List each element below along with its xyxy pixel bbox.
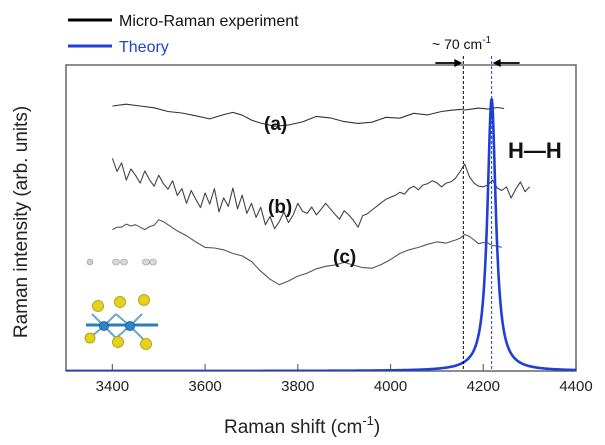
experiment-curve-c: [112, 219, 502, 286]
x-axis: 3400 3600 3800 4000 4200 4400: [96, 364, 593, 395]
shift-label-main: ~ 70 cm: [432, 36, 482, 52]
x-axis-title-main: Raman shift (cm: [224, 417, 362, 438]
legend-label-experiment: Micro-Raman experiment: [119, 13, 299, 30]
molecule-illustration: [84, 258, 158, 350]
curve-label-c: (c): [333, 247, 356, 268]
peak-label: H—H: [508, 138, 562, 163]
curve-label-b: (b): [268, 197, 292, 218]
shift-annotation: ~ 70 cm-1: [432, 35, 520, 67]
x-tick-label-4000: 4000: [374, 378, 407, 395]
x-tick-label-3800: 3800: [281, 378, 314, 395]
shift-arrowhead-right: [492, 59, 501, 67]
experiment-curve-a: [112, 103, 505, 127]
h2-molecules: [86, 258, 157, 266]
shift-arrowhead-left: [454, 59, 463, 67]
plot-curves: [66, 98, 576, 371]
curve-label-a: (a): [264, 114, 287, 135]
legend-label-theory: Theory: [119, 39, 169, 56]
mos2-lattice: [84, 294, 158, 350]
shift-label-sup: -1: [482, 35, 491, 46]
y-axis-title: Raman intensity (arb. units): [11, 106, 32, 338]
x-tick-label-4400: 4400: [559, 378, 592, 395]
x-tick-label-4200: 4200: [467, 378, 500, 395]
x-axis-title: Raman shift (cm-1): [224, 413, 380, 438]
x-axis-title-end: ): [374, 417, 380, 438]
experiment-curve-b: [111, 158, 531, 230]
legend: Micro-Raman experiment Theory: [68, 13, 299, 56]
x-tick-label-3600: 3600: [188, 378, 221, 395]
x-axis-title-sup: -1: [362, 413, 374, 428]
x-tick-label-3400: 3400: [96, 378, 129, 395]
shift-label: ~ 70 cm-1: [432, 35, 492, 52]
theory-curve: [66, 98, 576, 371]
